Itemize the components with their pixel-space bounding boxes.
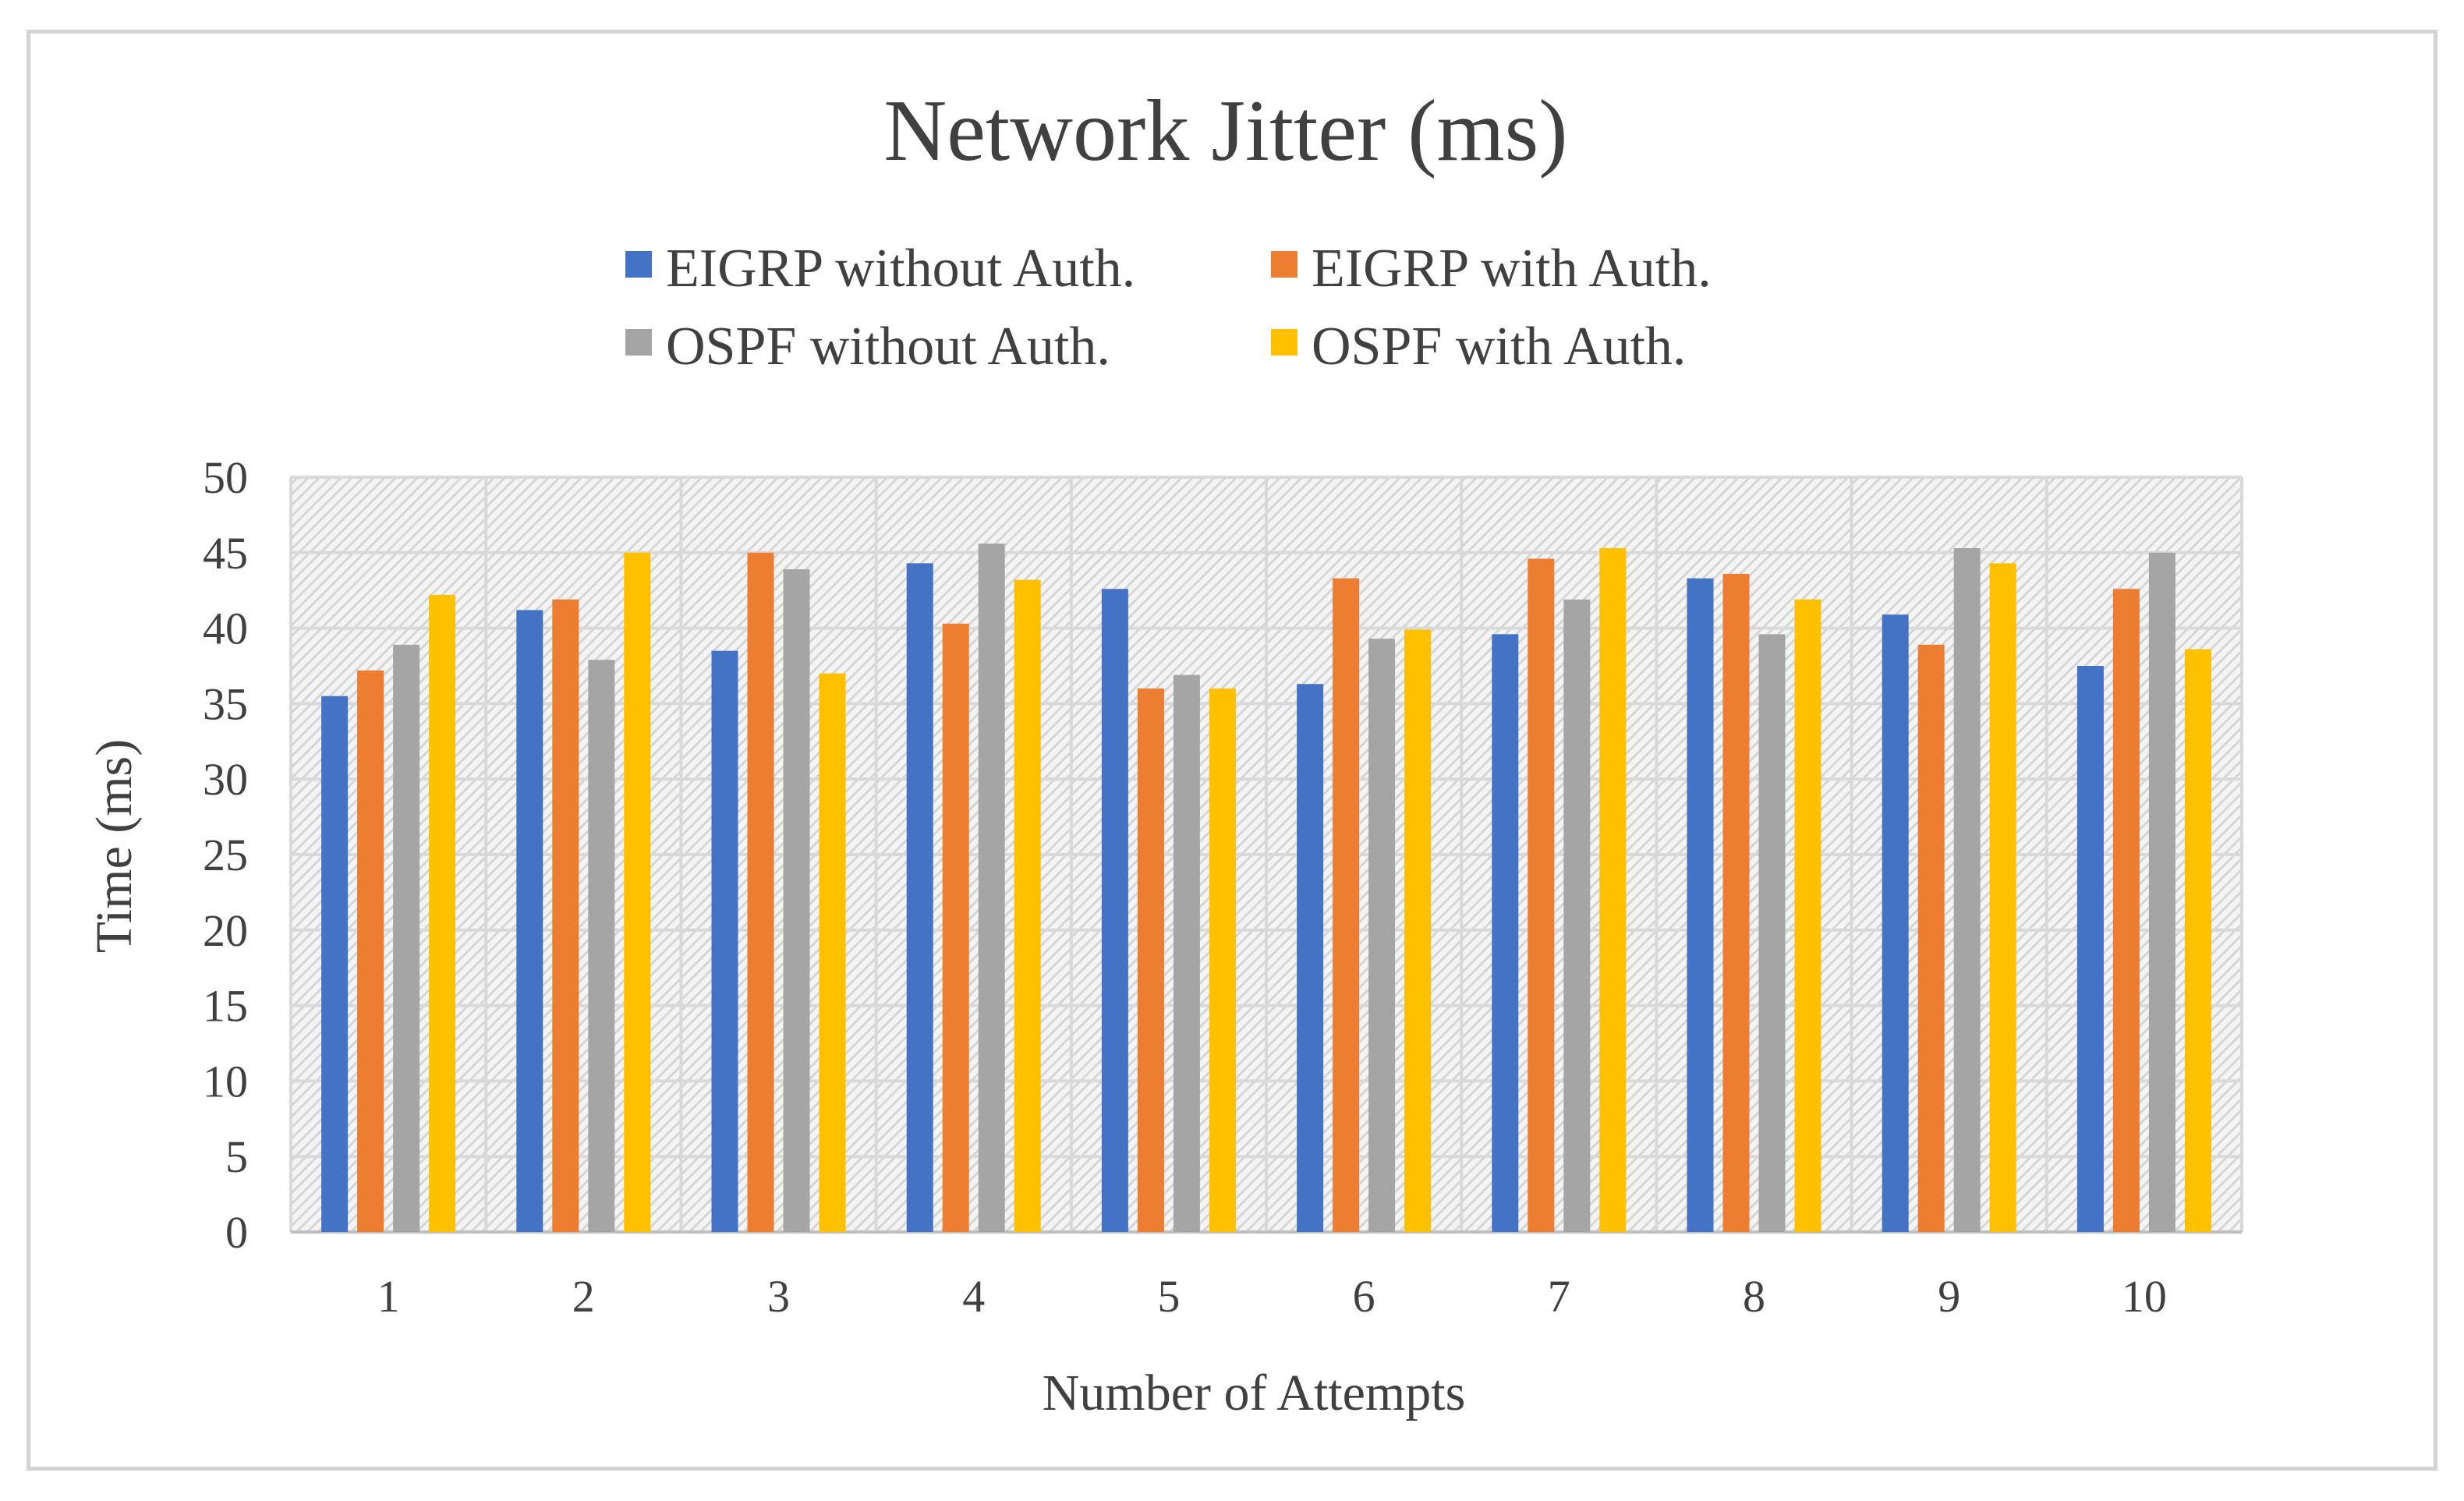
x-tick-label: 8	[1743, 1271, 1765, 1322]
y-tick-label: 30	[203, 754, 248, 805]
x-axis-title: Number of Attempts	[1043, 1365, 1466, 1421]
bar	[711, 650, 738, 1232]
bar	[552, 599, 579, 1232]
bar	[1563, 599, 1591, 1232]
bar	[321, 696, 349, 1232]
legend-swatch	[625, 329, 652, 356]
y-tick-label: 35	[203, 678, 248, 729]
bar	[624, 552, 651, 1232]
bar	[1014, 579, 1041, 1232]
y-tick-label: 20	[203, 905, 248, 956]
bar	[1794, 599, 1821, 1232]
bar	[2184, 649, 2211, 1232]
y-tick-label: 50	[203, 452, 248, 503]
bar	[1953, 547, 1981, 1232]
x-tick-label: 6	[1353, 1271, 1375, 1322]
chart-title: Network Jitter (ms)	[883, 83, 1567, 179]
bar	[747, 552, 774, 1232]
bar	[2112, 589, 2140, 1232]
x-tick-label: 10	[2122, 1271, 2167, 1322]
x-tick-label: 4	[962, 1271, 985, 1322]
x-tick-label: 2	[572, 1271, 595, 1322]
bar	[1758, 634, 1786, 1232]
bar	[516, 610, 543, 1232]
legend-label: OSPF with Auth.	[1312, 317, 1686, 377]
bar	[819, 673, 846, 1232]
bar	[1687, 578, 1714, 1232]
bar	[978, 543, 1005, 1232]
bar	[2148, 552, 2175, 1232]
legend-swatch	[625, 251, 652, 278]
legend: EIGRP without Auth. EIGRP with Auth. OSPF …	[625, 239, 1712, 377]
bar	[393, 644, 420, 1232]
bar	[1404, 629, 1432, 1232]
bar	[1333, 578, 1360, 1232]
bar	[1368, 639, 1396, 1232]
x-tick-label: 3	[767, 1271, 790, 1322]
bar	[1137, 689, 1164, 1232]
bar	[1173, 674, 1200, 1232]
x-axis-ticks: 1 2 3 4 5 6 7 8 9 10	[377, 1271, 2167, 1322]
bar	[1599, 547, 1627, 1232]
y-tick-label: 15	[203, 981, 248, 1032]
legend-label: OSPF without Auth.	[666, 317, 1110, 377]
bar	[588, 660, 615, 1232]
y-tick-label: 5	[225, 1131, 248, 1182]
bar	[1917, 644, 1945, 1232]
bar	[1209, 689, 1236, 1232]
legend-label: EIGRP with Auth.	[1312, 239, 1712, 299]
y-tick-label: 10	[203, 1056, 248, 1106]
bar	[1528, 558, 1555, 1232]
bar	[906, 563, 933, 1232]
y-tick-label: 0	[225, 1207, 248, 1258]
bar	[2076, 666, 2104, 1232]
bar	[1492, 634, 1519, 1232]
x-tick-label: 1	[377, 1271, 400, 1322]
bar	[1297, 684, 1324, 1232]
y-tick-label: 25	[203, 830, 248, 880]
bar	[1882, 614, 1909, 1232]
legend-label: EIGRP without Auth.	[666, 239, 1135, 299]
bar	[357, 670, 384, 1232]
y-axis-title: Time (ms)	[86, 739, 143, 953]
legend-swatch	[1271, 329, 1297, 356]
bar	[429, 595, 456, 1232]
legend-swatch	[1271, 251, 1297, 278]
x-tick-label: 5	[1157, 1271, 1180, 1322]
y-axis-ticks: 0 5 10 15 20 25 30 35 40 45 50	[203, 452, 248, 1258]
y-tick-label: 45	[203, 528, 248, 579]
bar	[1722, 573, 1750, 1232]
y-tick-label: 40	[203, 604, 248, 654]
x-tick-label: 7	[1548, 1271, 1570, 1322]
gridlines	[289, 476, 2243, 1234]
bar	[1989, 563, 2016, 1232]
bar	[783, 569, 810, 1232]
bar	[1101, 589, 1128, 1232]
bars	[321, 543, 2211, 1232]
x-tick-label: 9	[1938, 1271, 1960, 1322]
bar	[942, 623, 969, 1232]
